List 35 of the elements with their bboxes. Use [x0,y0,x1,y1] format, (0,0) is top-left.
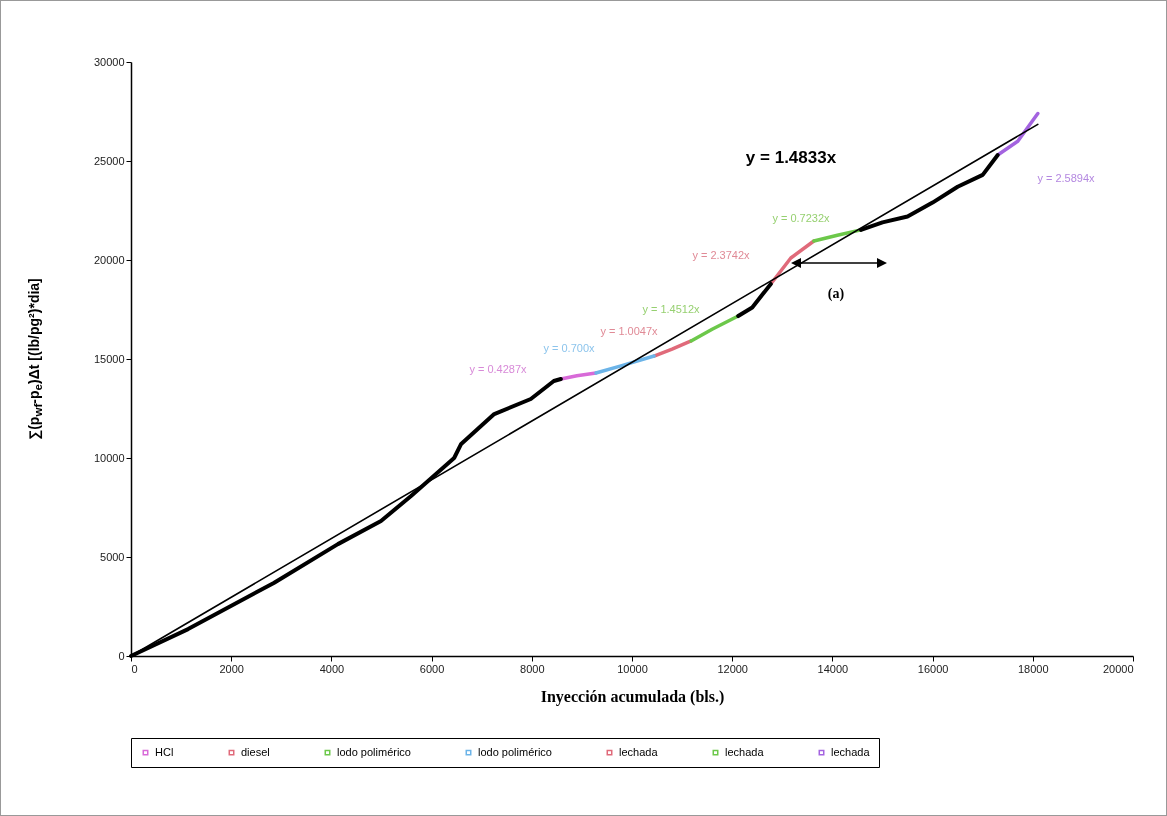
legend-label: lodo polimérico [478,745,552,758]
y-tick-label: 0 [118,649,125,662]
legend-label: lechada [831,745,871,758]
x-tick-label: 20000 [1102,662,1134,675]
legend-label: lechada [619,745,659,758]
x-tick-label: 14000 [817,662,849,675]
legend-label: diesel [241,745,270,758]
y-tick-label: 20000 [93,253,125,266]
x-tick-label: 0 [131,662,138,675]
annotation: y = 2.5894x [1037,172,1095,184]
y-tick-label: 30000 [93,55,125,68]
x-tick-label: 12000 [717,662,748,675]
y-tick-label: 10000 [93,451,125,464]
x-axis-title: Inyección acumulada (bls.) [540,687,725,706]
y-tick-label: 15000 [93,352,125,365]
annotation: y = 0.7232x [772,212,830,224]
x-tick-label: 6000 [419,662,445,675]
legend-label: HCl [155,745,174,758]
y-tick-label: 25000 [93,154,125,167]
x-tick-label: 2000 [219,662,244,675]
annotation: y = 1.4512x [642,303,700,315]
y-tick-label: 5000 [100,550,125,563]
annotation: y = 0.4287x [469,363,527,375]
legend-label: lodo polimérico [337,745,411,758]
annotation: y = 1.0047x [600,325,658,337]
annotation: (a) [827,286,845,302]
annotation: y = 2.3742x [692,249,750,261]
x-tick-label: 16000 [917,662,949,675]
x-tick-label: 4000 [319,662,345,675]
x-tick-label: 10000 [617,662,648,675]
legend-label: lechada [725,745,765,758]
x-tick-label: 8000 [520,662,545,675]
x-tick-label: 18000 [1018,662,1049,675]
annotation: y = 1.4833x [745,148,837,168]
annotation: y = 0.700x [543,342,595,354]
